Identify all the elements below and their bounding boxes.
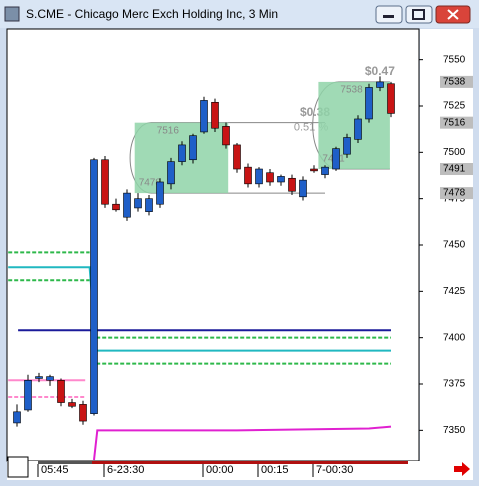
box-high-label: 7516 bbox=[157, 125, 180, 136]
maximize-icon bbox=[412, 9, 425, 20]
candle-body bbox=[145, 198, 153, 212]
y-tick-label: 7425 bbox=[443, 286, 466, 297]
price-marker-label: 7491 bbox=[443, 164, 466, 175]
candle-body bbox=[222, 126, 230, 146]
candle-body bbox=[332, 148, 340, 170]
candle-body bbox=[200, 100, 208, 133]
x-tick-label: 6-23:30 bbox=[107, 464, 144, 476]
candle-body bbox=[321, 166, 329, 175]
candle-body bbox=[13, 411, 21, 424]
price-marker-label: 7478 bbox=[443, 188, 466, 199]
window-title: S.CME - Chicago Merc Exch Holding Inc, 3… bbox=[26, 7, 278, 21]
scroll-arrow[interactable] bbox=[454, 462, 470, 476]
candle-body bbox=[134, 198, 142, 209]
price-marker bbox=[440, 187, 473, 200]
x-axis-panel bbox=[7, 461, 473, 480]
maximize-button[interactable] bbox=[405, 5, 433, 24]
indicator-line bbox=[93, 425, 392, 461]
candle-body bbox=[156, 181, 164, 205]
measure-box bbox=[318, 81, 390, 170]
session-bar bbox=[38, 461, 92, 464]
corner-box bbox=[7, 456, 29, 478]
candle-body bbox=[244, 166, 252, 185]
y-tick-label: 7500 bbox=[443, 147, 466, 158]
candle-body bbox=[68, 402, 76, 407]
candle-body bbox=[288, 177, 296, 192]
box-low-label: 7478 bbox=[139, 178, 162, 189]
price-marker bbox=[440, 116, 473, 129]
candle-body bbox=[112, 203, 120, 211]
candle-body bbox=[178, 144, 186, 162]
candle-body bbox=[35, 376, 43, 379]
y-tick-label: 7550 bbox=[443, 54, 466, 65]
candle-body bbox=[167, 161, 175, 185]
candle-body bbox=[211, 101, 219, 129]
x-tick-label: 00:15 bbox=[261, 464, 289, 476]
box-high-label: 7538 bbox=[340, 85, 363, 96]
candle-body bbox=[123, 192, 131, 218]
candle-body bbox=[46, 376, 54, 381]
candle-body bbox=[310, 168, 318, 172]
candle-body bbox=[24, 380, 32, 411]
y-tick-label: 7525 bbox=[443, 101, 466, 112]
candle-body bbox=[277, 176, 285, 183]
minimize-icon bbox=[383, 15, 394, 18]
price-marker bbox=[440, 163, 473, 176]
candle-body bbox=[266, 172, 274, 183]
x-tick-label: 00:00 bbox=[206, 464, 234, 476]
candle-body bbox=[354, 118, 362, 140]
candle-body bbox=[101, 159, 109, 205]
app-icon bbox=[4, 6, 20, 22]
y-tick-label: 7350 bbox=[443, 425, 466, 436]
candle-body bbox=[57, 380, 65, 403]
y-tick-label: 7375 bbox=[443, 379, 466, 390]
candle-body bbox=[255, 168, 263, 185]
price-marker bbox=[440, 75, 473, 88]
candle-body bbox=[343, 137, 351, 155]
x-tick-label: 05:45 bbox=[41, 464, 69, 476]
candle-body bbox=[376, 81, 384, 88]
candle-body bbox=[189, 135, 197, 161]
price-marker-label: 7516 bbox=[443, 117, 466, 128]
close-icon bbox=[447, 9, 459, 20]
candle-body bbox=[365, 87, 373, 120]
price-marker-label: 7538 bbox=[443, 77, 466, 88]
session-bar bbox=[92, 461, 408, 464]
minimize-button[interactable] bbox=[375, 5, 403, 24]
x-tick-label: 7-00:30 bbox=[316, 464, 353, 476]
candle-body bbox=[233, 144, 241, 170]
box-change-label: $0.47 bbox=[365, 64, 395, 78]
y-tick-label: 7450 bbox=[443, 240, 466, 251]
candle-body bbox=[79, 404, 87, 422]
y-axis-panel bbox=[420, 29, 473, 461]
candle-body bbox=[90, 159, 98, 414]
y-tick-label: 7400 bbox=[443, 332, 466, 343]
candle-body bbox=[387, 83, 395, 114]
candle-body bbox=[299, 179, 307, 198]
